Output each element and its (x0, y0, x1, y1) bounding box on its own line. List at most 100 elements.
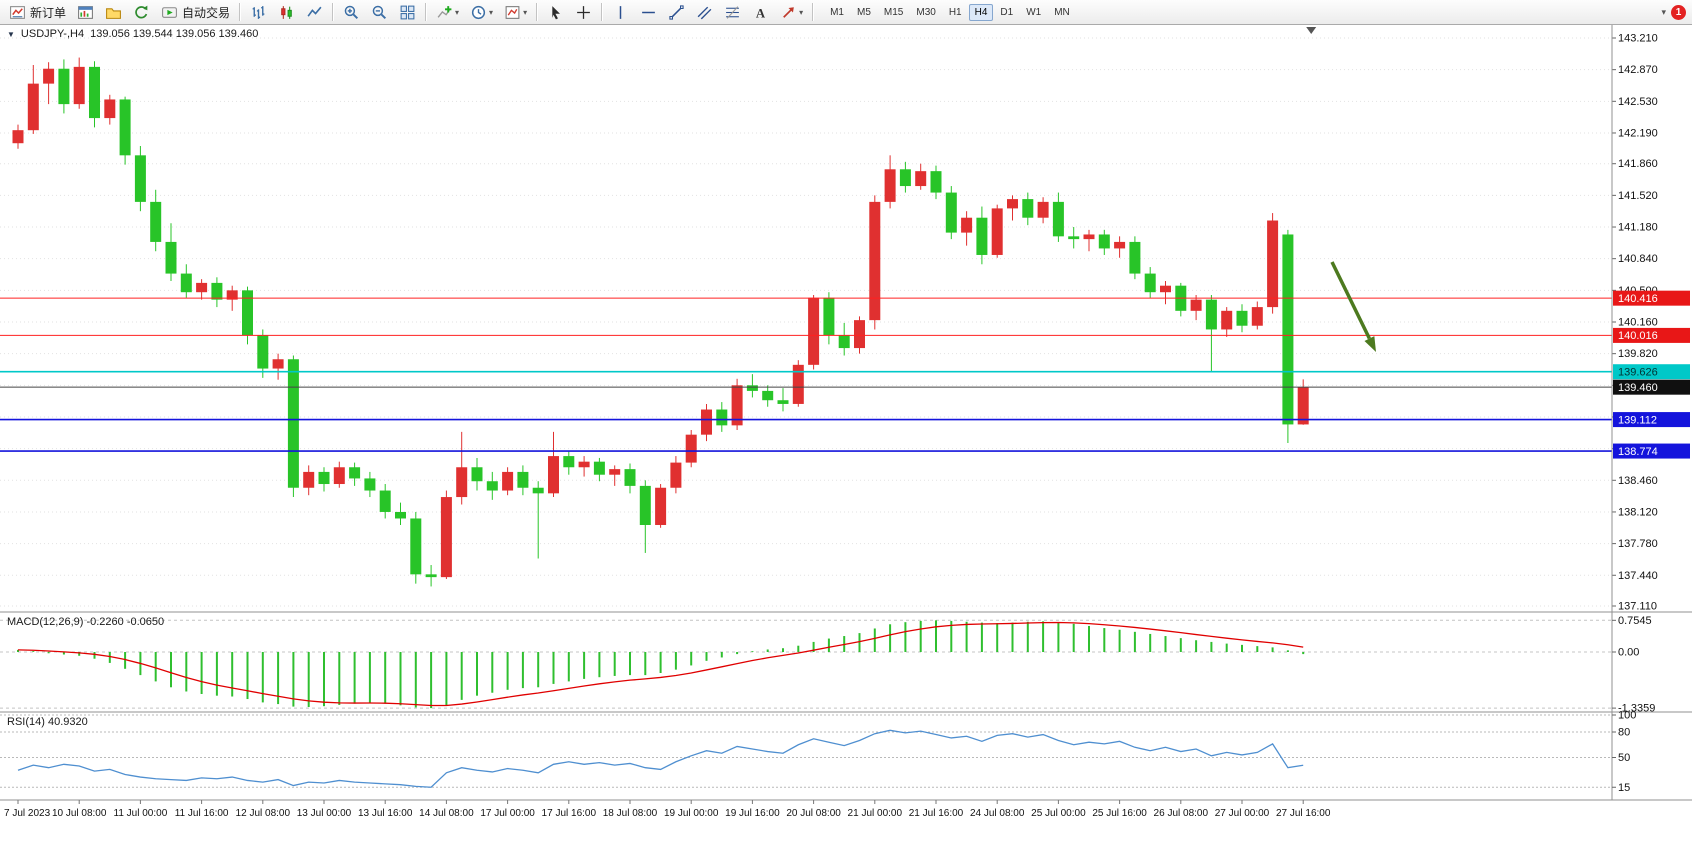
autotrading-button[interactable]: 自动交易 (156, 2, 235, 23)
zoom-in-button[interactable] (338, 2, 365, 23)
candle-body (425, 574, 437, 578)
time-axis-label: 20 Jul 08:00 (786, 808, 841, 819)
cursor-tool-button[interactable] (542, 2, 569, 23)
candle-body (762, 390, 774, 401)
fibonacci-icon (726, 5, 739, 19)
fibonacci-tool-button[interactable] (719, 2, 746, 23)
timeframe-H1[interactable]: H1 (943, 4, 968, 21)
timeframe-buttons: M1 M5 M15 M30 H1 H4 D1 W1 MN (824, 3, 1076, 21)
new-order-button[interactable]: 新订单 (4, 2, 71, 23)
time-axis-label: 11 Jul 16:00 (175, 808, 229, 819)
candle-body (945, 192, 957, 233)
zoom-out-button[interactable] (366, 2, 393, 23)
indicators-button[interactable]: ▾ (431, 2, 464, 23)
price-axis-label: 142.530 (1618, 96, 1658, 108)
candle-body (211, 282, 223, 300)
macd-axis-label: -1.3359 (1618, 703, 1655, 715)
time-axis-label: 11 Jul 00:00 (114, 808, 168, 819)
candle-body (333, 467, 345, 485)
timeframe-MN[interactable]: MN (1048, 4, 1076, 21)
timeframe-H4[interactable]: H4 (968, 3, 994, 21)
timeframe-M1[interactable]: M1 (824, 4, 850, 21)
trendline-tool-button[interactable] (663, 2, 690, 23)
time-axis-label: 19 Jul 16:00 (725, 808, 780, 819)
candle-body (27, 83, 39, 131)
candle-body (12, 130, 24, 144)
candle-body (1160, 285, 1171, 293)
vertical-line-tool-button[interactable] (607, 2, 634, 23)
timeframe-M15[interactable]: M15 (878, 4, 909, 21)
timeframe-D1[interactable]: D1 (994, 4, 1019, 21)
candle-body (884, 169, 896, 202)
candle-body (73, 66, 85, 105)
candle-body (502, 471, 514, 491)
candle-body (930, 171, 942, 193)
macd-indicator-label: MACD(12,26,9) -0.2260 -0.0650 (7, 616, 165, 628)
time-axis-label: 13 Jul 16:00 (358, 808, 413, 819)
arrow-annotation[interactable] (1330, 261, 1371, 340)
price-axis-label: 142.870 (1618, 64, 1658, 76)
macd-signal-line (17, 621, 1304, 707)
timeframe-W1[interactable]: W1 (1020, 4, 1047, 21)
bar-chart-mode-button[interactable] (245, 2, 272, 23)
horizontal-line-tool-button[interactable] (635, 2, 662, 23)
toolbar-separator (536, 3, 539, 21)
autotrading-icon (162, 6, 177, 18)
indicators-icon (437, 5, 452, 18)
candle-body (1190, 299, 1202, 311)
new-order-label: 新订单 (30, 5, 67, 20)
periods-button[interactable]: ▾ (465, 2, 498, 23)
candle-body (1221, 310, 1233, 330)
candle-body (746, 385, 758, 391)
candle-body (364, 478, 376, 491)
notification-badge[interactable]: 1 (1671, 4, 1686, 20)
toolbar-separator (332, 3, 335, 21)
text-tool-button[interactable]: A (747, 2, 774, 23)
price-axis-label: 138.460 (1618, 475, 1658, 487)
candle-body (1114, 241, 1126, 249)
arrows-tool-button[interactable]: ▾ (775, 2, 808, 23)
templates-button[interactable]: ▾ (499, 2, 532, 23)
svg-text:A: A (756, 6, 766, 20)
candle-body (517, 471, 529, 488)
toolbar-separator (601, 3, 604, 21)
zoom-in-icon (344, 5, 359, 19)
channel-tool-button[interactable] (691, 2, 718, 23)
candle-body (242, 290, 253, 336)
candle-body (165, 241, 177, 274)
refresh-button[interactable] (128, 2, 155, 23)
arrow-annotation-head[interactable] (1364, 336, 1376, 352)
time-axis-label: 18 Jul 08:00 (603, 808, 658, 819)
price-tag-label: 139.112 (1618, 414, 1657, 426)
toolbar-separator (239, 3, 242, 21)
price-axis-label: 139.820 (1618, 348, 1658, 360)
tile-windows-button[interactable] (394, 2, 421, 23)
new-chart-button[interactable] (72, 2, 99, 23)
clock-icon (471, 5, 486, 19)
candle-body (257, 335, 269, 369)
toolbar: 新订单 (0, 0, 1692, 25)
timeframe-M5[interactable]: M5 (851, 4, 877, 21)
price-axis-label: 140.840 (1618, 253, 1658, 265)
toolbar-more-icon[interactable]: ▾ (1661, 6, 1666, 17)
candle-body (548, 456, 559, 494)
candle-body (808, 297, 820, 365)
time-axis-label: 17 Jul 16:00 (542, 808, 597, 819)
candle-body (777, 400, 789, 404)
line-chart-mode-button[interactable] (301, 2, 328, 23)
timeframe-M30[interactable]: M30 (910, 4, 941, 21)
profiles-button[interactable] (100, 2, 127, 23)
candle-body (440, 497, 452, 578)
symbol-period-label: USDJPY-,H4 (20, 28, 85, 40)
candle-body (104, 99, 116, 119)
candle-body (838, 335, 850, 349)
price-axis-label: 141.860 (1618, 158, 1658, 170)
candle-body (563, 456, 575, 468)
candlestick-mode-button[interactable] (273, 2, 300, 23)
time-axis-label: 27 Jul 16:00 (1276, 808, 1331, 819)
chart-shift-marker[interactable] (1306, 27, 1317, 34)
candle-body (196, 282, 208, 293)
candle-body (1129, 241, 1141, 274)
crosshair-tool-button[interactable] (570, 2, 597, 23)
